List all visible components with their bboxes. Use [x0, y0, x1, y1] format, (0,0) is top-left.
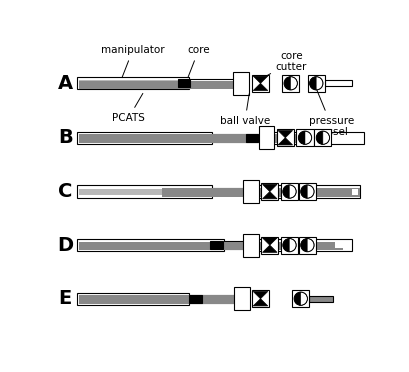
Bar [189, 80, 235, 87]
Text: D: D [57, 235, 73, 255]
Bar [281, 75, 299, 92]
Wedge shape [289, 238, 295, 252]
Polygon shape [277, 138, 292, 145]
Bar [292, 290, 308, 307]
Bar [307, 75, 324, 92]
Text: E: E [58, 289, 72, 308]
Bar [76, 185, 212, 198]
Text: ball valve: ball valve [219, 94, 270, 126]
Bar [280, 237, 297, 254]
Text: A: A [58, 74, 72, 93]
Wedge shape [322, 131, 329, 144]
Bar [76, 239, 224, 251]
Polygon shape [253, 76, 267, 83]
Wedge shape [289, 185, 295, 198]
Wedge shape [307, 185, 313, 198]
Bar [276, 129, 293, 146]
Bar [261, 183, 278, 200]
Text: pressure
vessel: pressure vessel [308, 87, 353, 137]
Bar [189, 295, 201, 302]
Bar [76, 77, 189, 90]
Wedge shape [300, 185, 307, 198]
Polygon shape [277, 131, 292, 138]
Polygon shape [262, 238, 276, 245]
Bar [79, 135, 196, 141]
Bar [79, 295, 234, 304]
Wedge shape [282, 185, 289, 198]
Bar [245, 134, 258, 142]
Bar [314, 129, 330, 146]
Bar [334, 242, 342, 248]
Wedge shape [298, 131, 304, 144]
Polygon shape [262, 192, 276, 199]
Text: C: C [58, 182, 72, 201]
Bar [258, 126, 274, 149]
Bar [79, 296, 191, 302]
Wedge shape [307, 238, 313, 252]
Bar [298, 183, 315, 200]
Bar [79, 242, 342, 250]
Wedge shape [283, 77, 290, 90]
Bar [261, 237, 278, 254]
Wedge shape [293, 292, 300, 305]
Bar [177, 80, 189, 87]
Bar [243, 234, 258, 257]
Text: manipulator: manipulator [101, 45, 164, 78]
Bar [79, 242, 210, 248]
Bar [243, 180, 258, 203]
Bar [308, 296, 332, 302]
Bar [189, 295, 239, 302]
Wedge shape [300, 238, 307, 252]
Wedge shape [309, 77, 315, 90]
Polygon shape [253, 83, 267, 90]
Bar [252, 290, 268, 307]
Bar [247, 185, 359, 198]
Bar [76, 292, 189, 305]
Text: B: B [58, 128, 72, 147]
Bar [351, 189, 357, 195]
Bar [224, 241, 247, 249]
Bar [324, 80, 351, 86]
Text: core
cutter: core cutter [266, 51, 306, 76]
Wedge shape [315, 131, 322, 144]
Bar [79, 189, 164, 195]
Polygon shape [253, 299, 267, 306]
Bar [210, 241, 222, 249]
Bar [296, 129, 313, 146]
Bar [212, 134, 262, 142]
Bar [212, 188, 247, 195]
Bar [79, 80, 182, 86]
Bar [252, 75, 268, 92]
Polygon shape [262, 245, 276, 252]
Wedge shape [300, 292, 307, 305]
Bar [76, 132, 212, 144]
Bar [247, 239, 351, 251]
Bar [79, 134, 319, 143]
Bar [298, 237, 315, 254]
Bar [79, 81, 234, 89]
Bar [234, 287, 249, 310]
Bar [280, 183, 297, 200]
Text: PCATS: PCATS [112, 93, 145, 122]
Wedge shape [304, 131, 311, 144]
Polygon shape [262, 185, 276, 192]
Text: core: core [187, 45, 209, 78]
Bar [262, 132, 363, 144]
Wedge shape [290, 77, 297, 90]
Wedge shape [282, 238, 289, 252]
Bar [162, 188, 359, 196]
Wedge shape [315, 77, 322, 90]
Polygon shape [253, 292, 267, 299]
Bar [233, 72, 248, 95]
